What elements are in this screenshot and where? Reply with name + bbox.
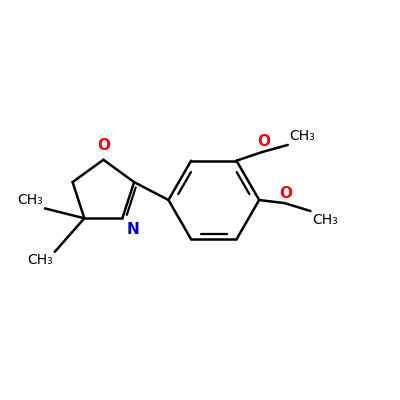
Text: CH₃: CH₃: [312, 213, 338, 227]
Text: N: N: [126, 222, 139, 237]
Text: O: O: [97, 138, 110, 154]
Text: CH₃: CH₃: [17, 193, 43, 207]
Text: O: O: [257, 134, 270, 149]
Text: CH₃: CH₃: [290, 129, 316, 143]
Text: O: O: [280, 186, 292, 201]
Text: CH₃: CH₃: [27, 253, 53, 267]
